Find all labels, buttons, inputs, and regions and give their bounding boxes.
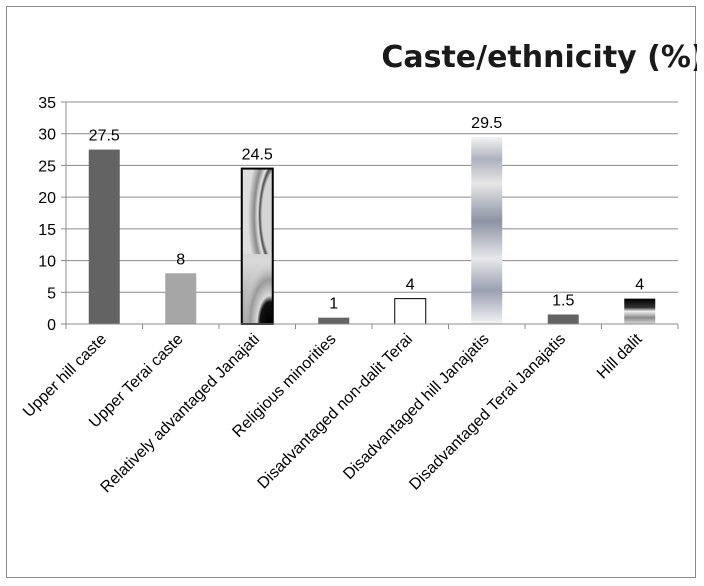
data-label: 27.5 (89, 128, 120, 145)
bar-upper-terai-caste (165, 273, 197, 324)
y-tick-label: 5 (47, 285, 56, 302)
y-tick-label: 35 (38, 95, 56, 112)
bar-relatively-advantaged-janajati (240, 167, 274, 325)
x-category-label: Disadvantaged Terai Janajatis (406, 331, 569, 494)
axes (65, 102, 679, 329)
data-labels: 27.5 8 24.5 1 4 29.5 1.5 4 (89, 115, 645, 313)
y-tick-label: 15 (38, 222, 56, 239)
y-tick-label: 25 (38, 158, 56, 175)
x-category-label: Upper hill caste (20, 331, 110, 421)
bar-upper-hill-caste (88, 149, 120, 324)
data-label: 29.5 (471, 115, 502, 132)
bar-disadvantaged-hill-janajatis (471, 136, 503, 324)
chart-frame: Caste/ethnicity (%) 0 5 10 15 20 25 30 35 27.5 8… (6, 6, 697, 578)
y-tick-label: 10 (38, 254, 56, 271)
y-tick-label: 0 (47, 317, 56, 334)
bar-religious-minorities (318, 317, 350, 324)
x-category-label: Disadvantaged non-dalit Terai (255, 331, 417, 493)
y-tick-label: 20 (38, 190, 56, 207)
bar-disadvantaged-non-dalit-terai (394, 298, 427, 325)
gridlines (66, 101, 678, 293)
bars (88, 136, 656, 325)
data-label: 4 (635, 277, 644, 294)
chart-title: Caste/ethnicity (%) (381, 40, 697, 75)
data-label: 8 (176, 251, 185, 268)
x-category-label: Disadvantaged hill Janajatis (340, 331, 492, 483)
x-category-label: Relatively advantaged Janajati (98, 331, 263, 496)
data-label: 24.5 (242, 147, 273, 164)
data-label: 1.5 (552, 292, 574, 309)
y-axis-ticks: 0 5 10 15 20 25 30 35 (38, 95, 66, 334)
data-label: 4 (406, 277, 415, 294)
data-label: 1 (329, 296, 338, 313)
x-category-label: Hill dalit (594, 330, 646, 382)
y-tick-label: 30 (38, 127, 56, 144)
bar-disadvantaged-terai-janajatis (547, 314, 579, 324)
bar-chart: Caste/ethnicity (%) 0 5 10 15 20 25 30 35 27.5 8… (20, 40, 697, 496)
bar-hill-dalit (624, 298, 656, 324)
